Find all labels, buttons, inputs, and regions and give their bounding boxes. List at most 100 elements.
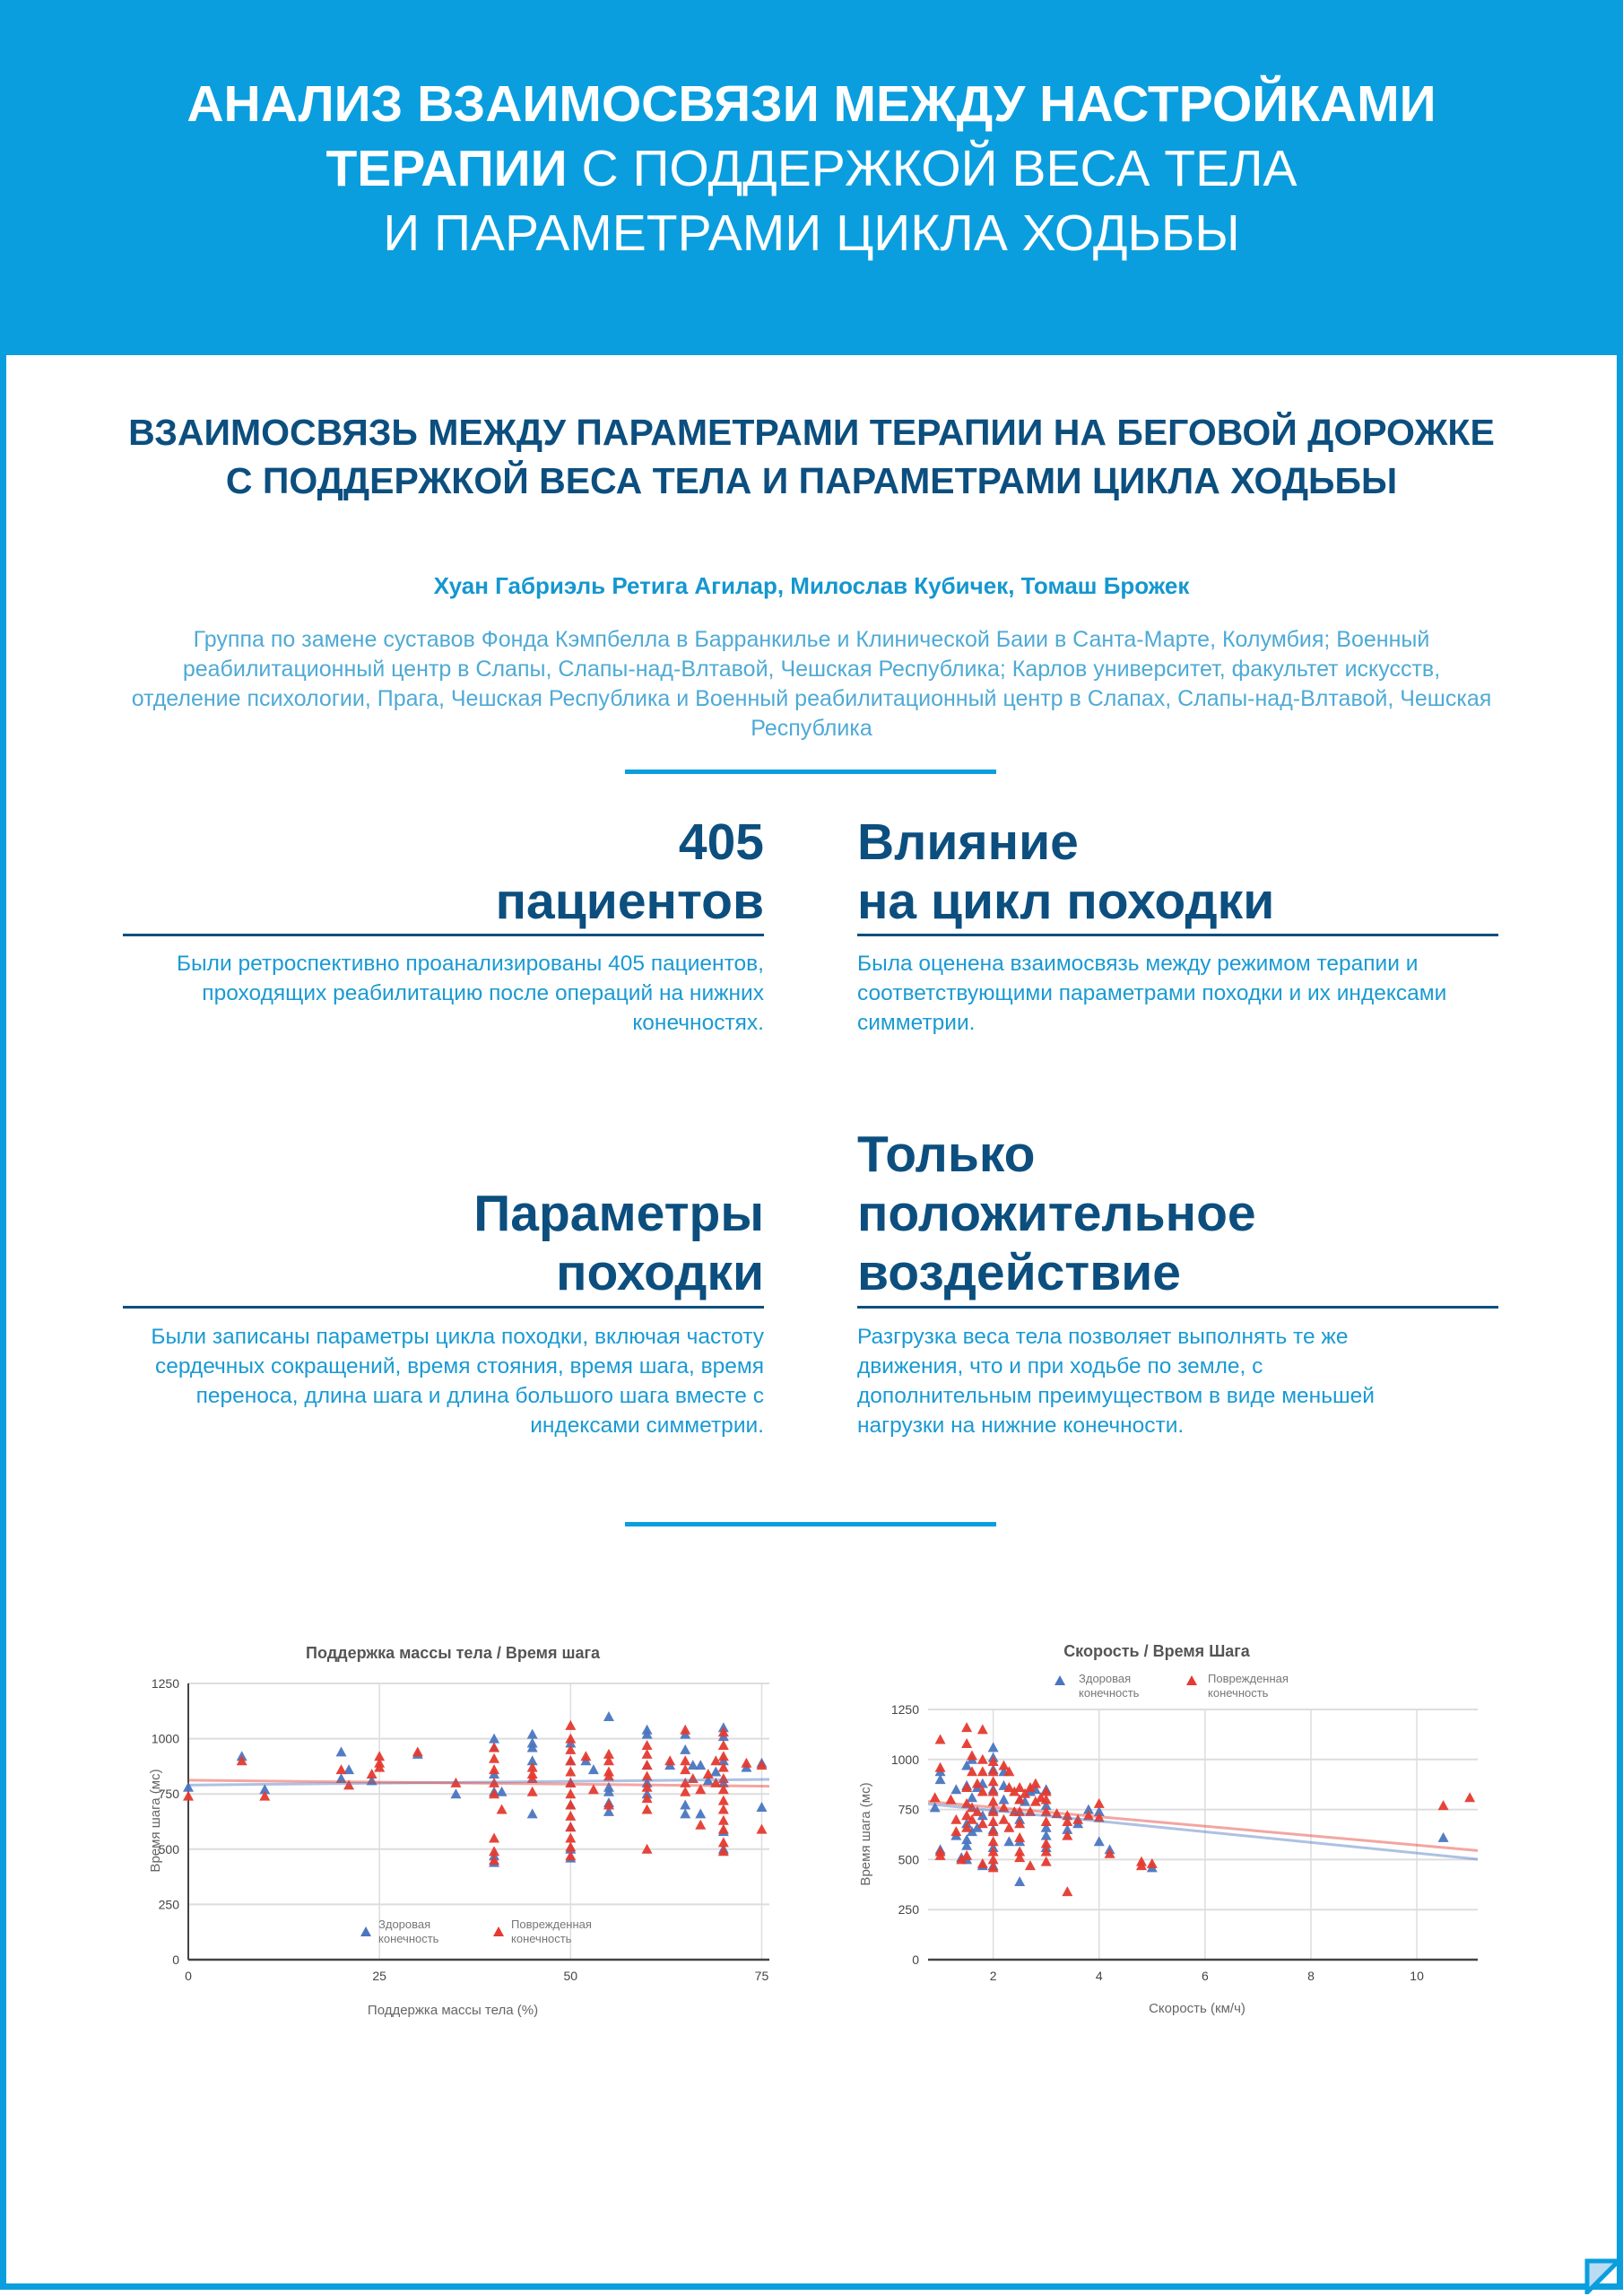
data-point	[1014, 1794, 1026, 1805]
data-point	[565, 1832, 577, 1843]
data-point	[1093, 1805, 1105, 1816]
data-point	[603, 1786, 614, 1796]
data-point	[998, 1802, 1010, 1813]
data-point	[687, 1772, 699, 1783]
y-tick-label: 1250	[891, 1702, 919, 1717]
heading-rule	[123, 934, 764, 936]
data-point	[950, 1784, 962, 1795]
data-point	[717, 1739, 729, 1750]
trend-line	[927, 1800, 1479, 1852]
data-point	[717, 1751, 729, 1761]
data-point	[929, 1792, 941, 1803]
data-point	[450, 1788, 462, 1799]
paper-title-line-1: ВЗАИМОСВЯЗЬ МЕЖДУ ПАРАМЕТРАМИ ТЕРАПИИ НА…	[128, 412, 1495, 453]
heading-line: Влияние	[857, 813, 1079, 871]
legend: Здоровая конечность Поврежденная конечно…	[360, 1918, 592, 1945]
data-point	[961, 1834, 973, 1845]
data-point	[717, 1784, 729, 1795]
data-point	[934, 1774, 946, 1785]
data-point	[1014, 1782, 1026, 1793]
data-point	[259, 1790, 271, 1801]
title-line-1: АНАЛИЗ ВЗАИМОСВЯЗИ МЕЖДУ НАСТРОЙКАМИ	[187, 75, 1436, 133]
legend-label: конечность	[1079, 1686, 1140, 1700]
data-point	[565, 1810, 577, 1821]
x-tick-label: 50	[564, 1969, 578, 1983]
data-point	[961, 1797, 973, 1808]
data-point	[366, 1775, 378, 1786]
data-point	[565, 1719, 577, 1730]
data-point	[680, 1777, 691, 1787]
data-point	[641, 1739, 653, 1750]
y-axis-label: Время шага (мс)	[858, 1782, 873, 1885]
trend-line	[187, 1779, 770, 1788]
heading-line: Только	[857, 1126, 1036, 1183]
chart-speed-step-time: 0 250 500 750 1000 1250 2 4 6 8 10 Скорость / Врем…	[858, 1642, 1479, 2016]
series-healthy	[929, 1742, 1449, 1886]
y-tick-label: 750	[159, 1787, 180, 1801]
heading-rule	[123, 1306, 764, 1309]
data-point	[987, 1786, 999, 1796]
data-point	[641, 1728, 653, 1739]
data-point	[526, 1761, 538, 1772]
data-point	[183, 1790, 194, 1801]
block-text-gait-params: Были записаны параметры цикла походки, в…	[151, 1325, 764, 1438]
data-point	[565, 1744, 577, 1754]
data-point	[1437, 1800, 1449, 1811]
data-point	[1014, 1818, 1026, 1829]
data-point	[1040, 1838, 1052, 1848]
x-tick-label: 2	[990, 1969, 997, 1983]
data-point	[987, 1805, 999, 1816]
data-point	[1009, 1786, 1020, 1796]
y-tick-label: 0	[912, 1952, 919, 1967]
data-point	[717, 1823, 729, 1834]
data-point	[971, 1805, 983, 1816]
data-point	[687, 1760, 699, 1770]
data-point	[961, 1737, 973, 1748]
x-tick-label: 10	[1410, 1969, 1424, 1983]
series-injured	[183, 1719, 768, 1866]
data-point	[1040, 1800, 1052, 1811]
data-point	[259, 1784, 271, 1795]
data-point	[496, 1786, 508, 1796]
data-point	[934, 1761, 946, 1772]
poster-header: АНАЛИЗ ВЗАИМОСВЯЗИ МЕЖДУ НАСТРОЙКАМИ ТЕР…	[0, 0, 1623, 355]
data-point	[987, 1796, 999, 1806]
data-point	[580, 1751, 592, 1761]
data-point	[695, 1819, 707, 1830]
heading-gait-impact: Влияние на цикл походки	[857, 813, 1503, 931]
y-tick-label: 0	[172, 1952, 179, 1967]
legend-marker-healthy	[360, 1926, 371, 1936]
heading-line: походки	[556, 1244, 764, 1301]
legend-marker-healthy	[1055, 1675, 1065, 1685]
data-point	[641, 1804, 653, 1814]
data-point	[717, 1795, 729, 1805]
data-point	[1062, 1815, 1073, 1826]
data-point	[756, 1801, 768, 1812]
data-point	[236, 1755, 247, 1766]
legend-marker-injured	[493, 1926, 504, 1936]
data-point	[976, 1724, 988, 1735]
data-point	[710, 1777, 722, 1787]
trend-line	[927, 1802, 1479, 1861]
data-point	[496, 1804, 508, 1814]
data-point	[998, 1794, 1010, 1805]
data-point	[641, 1843, 653, 1854]
data-point	[976, 1786, 988, 1796]
paper-title: ВЗАИМОСВЯЗЬ МЕЖДУ ПАРАМЕТРАМИ ТЕРАПИИ НА…	[36, 408, 1587, 505]
heading-patients: 405 пациентов	[118, 813, 764, 931]
legend-label: Здоровая	[1079, 1672, 1131, 1685]
data-point	[976, 1753, 988, 1764]
data-point	[1024, 1782, 1036, 1793]
data-point	[987, 1846, 999, 1857]
series-injured	[929, 1722, 1476, 1897]
data-point	[526, 1728, 538, 1739]
heading-gait-params: Параметры походки	[118, 1184, 764, 1302]
data-point	[603, 1805, 614, 1816]
data-point	[1014, 1831, 1026, 1842]
data-point	[1014, 1805, 1026, 1816]
x-tick-label: 75	[755, 1969, 769, 1983]
data-point	[641, 1781, 653, 1792]
data-point	[741, 1757, 752, 1768]
data-point	[343, 1764, 355, 1775]
data-point	[987, 1854, 999, 1865]
